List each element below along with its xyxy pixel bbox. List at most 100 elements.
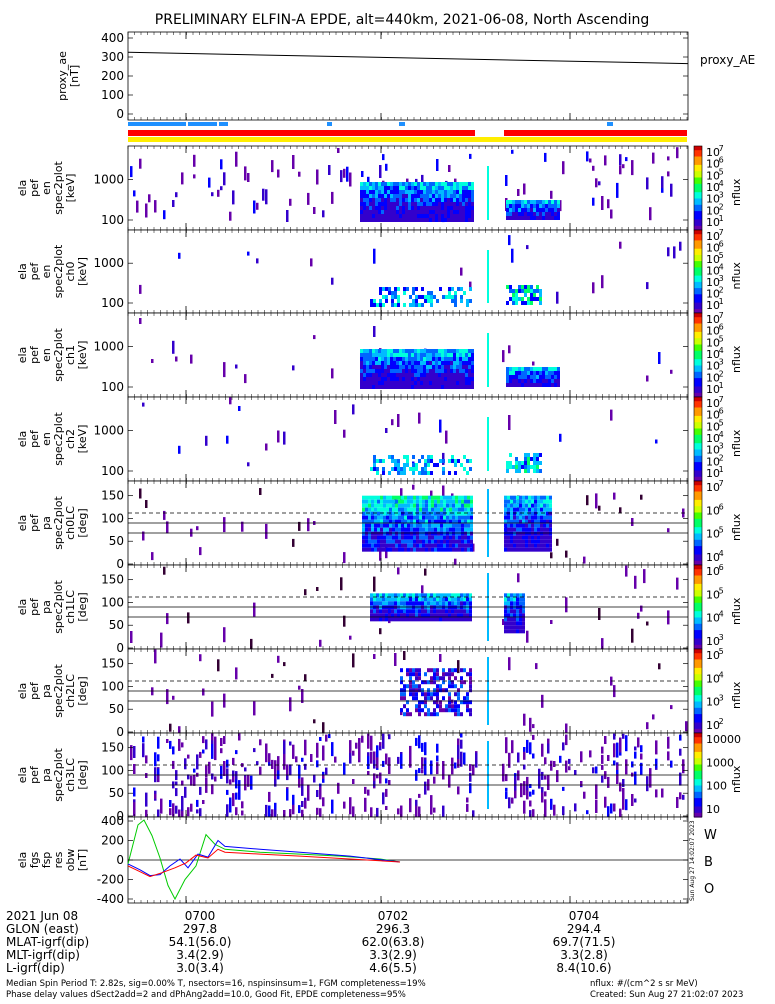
flux-cell (381, 182, 384, 186)
flux-cell (386, 524, 389, 528)
flux-cell (343, 430, 346, 438)
flux-cell (515, 297, 518, 301)
flux-cell (452, 536, 455, 540)
flux-cell (395, 516, 398, 520)
flux-cell (527, 379, 530, 383)
flux-cell (451, 617, 454, 621)
flux-cell (462, 206, 465, 210)
flux-cell (522, 532, 525, 536)
flux-cell (454, 708, 457, 712)
flux-cell (370, 299, 373, 303)
flux-cell (454, 471, 457, 475)
flux-cell (363, 381, 366, 385)
flux-cell (380, 508, 383, 512)
flux-cell (432, 206, 435, 210)
flux-cell (394, 459, 397, 463)
flux-cell (515, 367, 518, 371)
flux-cell (419, 500, 422, 504)
flux-cell (453, 214, 456, 218)
flux-cell (387, 218, 390, 222)
flux-cell (432, 349, 435, 353)
flux-cell (448, 459, 451, 463)
flux-cell (536, 465, 539, 469)
flux-cell (448, 668, 451, 672)
flux-cell (376, 467, 379, 471)
flux-cell (456, 190, 459, 194)
flux-cell (411, 373, 414, 377)
flux-cell (387, 186, 390, 190)
flux-cell (435, 210, 438, 214)
flux-cell (457, 287, 460, 291)
flux-cell (471, 373, 474, 377)
flux-cell (441, 373, 444, 377)
flux-cell (412, 467, 415, 471)
flux-cell (372, 357, 375, 361)
flux-cell (377, 504, 380, 508)
flux-cell (423, 365, 426, 369)
flux-cell (413, 524, 416, 528)
flux-cell (408, 385, 411, 389)
flux-cell (384, 198, 387, 202)
flux-cell (277, 170, 280, 178)
flux-cell (363, 353, 366, 357)
flux-cell (466, 617, 469, 621)
flux-cell (392, 548, 395, 552)
flux-cell (438, 349, 441, 353)
flux-cell (432, 194, 435, 198)
flux-cell (453, 377, 456, 381)
flux-cell (445, 617, 448, 621)
flux-cell (421, 692, 424, 696)
flux-cell (519, 617, 522, 621)
flux-cell (461, 532, 464, 536)
flux-cell (540, 504, 543, 508)
flux-cell (405, 369, 408, 373)
flux-cell (519, 500, 522, 504)
flux-cell (453, 206, 456, 210)
flux-cell (376, 459, 379, 463)
flux-cell (537, 516, 540, 520)
flux-cell (519, 548, 522, 552)
flux-cell (443, 532, 446, 536)
y-tick-label: 150 (101, 573, 124, 587)
flux-cell (510, 548, 513, 552)
flux-cell (337, 783, 340, 794)
flux-cell (434, 496, 437, 500)
flux-cell (307, 518, 310, 531)
flux-cell (448, 676, 451, 680)
flux-cell (431, 540, 434, 544)
y-tick-label: 0 (116, 107, 124, 121)
flux-cell (412, 287, 415, 291)
flux-cell (456, 385, 459, 389)
flux-cell (360, 381, 363, 385)
flux-cell (406, 617, 409, 621)
flux-cell (468, 377, 471, 381)
flux-cell (525, 516, 528, 520)
flux-cell (525, 512, 528, 516)
flux-cell (371, 540, 374, 544)
flux-cell (360, 373, 363, 377)
flux-cell (166, 739, 169, 743)
flux-cell (540, 540, 543, 544)
flux-cell (431, 544, 434, 548)
flux-cell (360, 202, 363, 206)
flux-cell (512, 212, 515, 216)
flux-cell (432, 385, 435, 389)
flux-cell (551, 212, 554, 216)
flux-cell (434, 516, 437, 520)
flux-cell (220, 738, 223, 746)
flux-cell (271, 674, 274, 678)
flux-cell (518, 461, 521, 465)
flux-cell (441, 186, 444, 190)
flux-cell (545, 200, 548, 204)
flux-cell (429, 369, 432, 373)
flux-cell (468, 218, 471, 222)
flux-cell (412, 455, 415, 459)
flux-cell (160, 633, 163, 648)
flux-cell (434, 536, 437, 540)
flux-cell (464, 524, 467, 528)
flux-cell (428, 544, 431, 548)
flux-cell (539, 301, 542, 305)
flux-cell (390, 206, 393, 210)
colorbar-tick-exponent: 4 (719, 346, 724, 355)
flux-cell (403, 291, 406, 295)
